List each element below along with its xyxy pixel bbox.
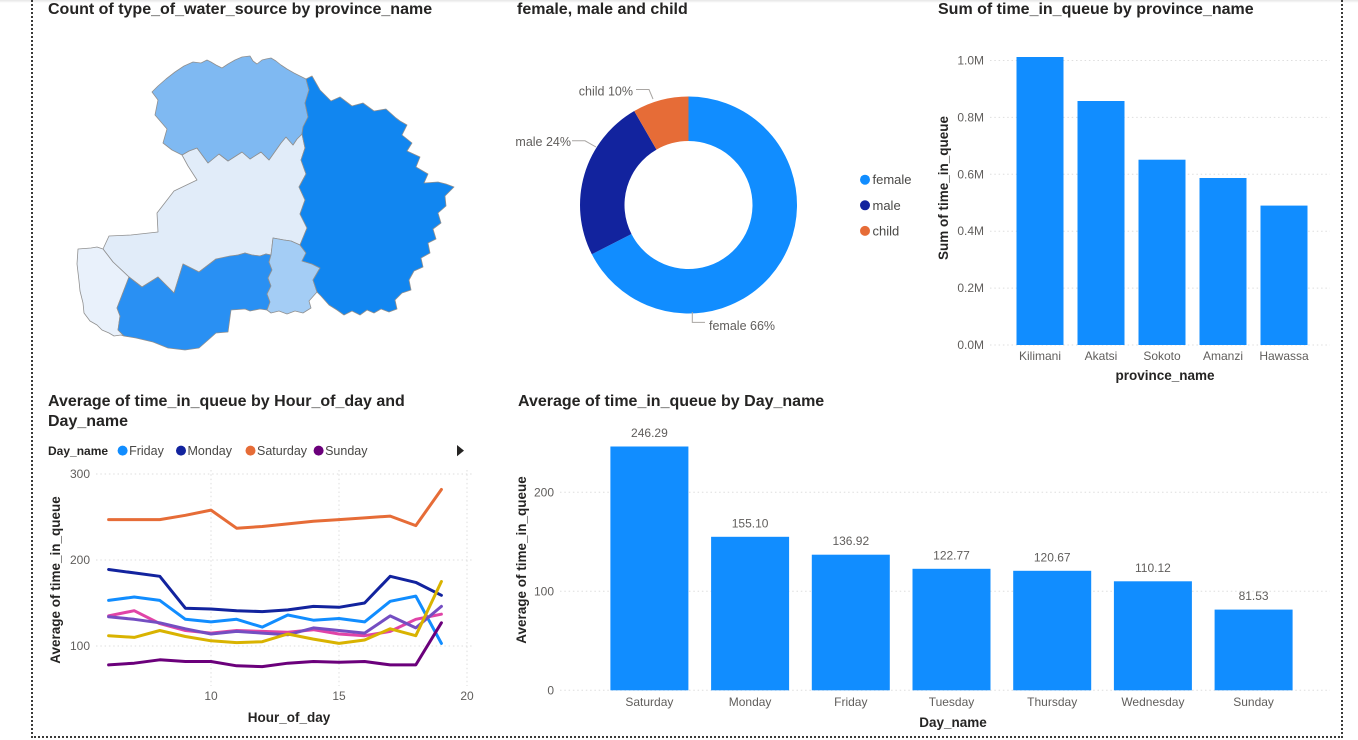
svg-text:Monday: Monday xyxy=(729,695,772,709)
svg-text:155.10: 155.10 xyxy=(732,516,769,530)
svg-text:Saturday: Saturday xyxy=(257,444,308,458)
svg-text:Friday: Friday xyxy=(129,444,164,458)
svg-text:Wednesday: Wednesday xyxy=(1121,695,1184,709)
svg-text:Hour_of_day: Hour_of_day xyxy=(248,710,331,725)
svg-text:Thursday: Thursday xyxy=(1027,695,1077,709)
svg-text:Hawassa: Hawassa xyxy=(1259,349,1309,363)
svg-text:female: female xyxy=(873,172,912,187)
svg-text:10: 10 xyxy=(204,689,218,703)
svg-text:136.92: 136.92 xyxy=(832,534,869,548)
svg-text:Saturday: Saturday xyxy=(625,695,673,709)
svg-text:Average of time_in_queue: Average of time_in_queue xyxy=(514,476,529,644)
svg-text:Day_name: Day_name xyxy=(919,715,987,730)
svg-text:110.12: 110.12 xyxy=(1135,561,1171,575)
svg-text:0.0M: 0.0M xyxy=(957,338,984,352)
svg-text:0.2M: 0.2M xyxy=(957,281,984,295)
svg-text:Sunday: Sunday xyxy=(325,444,368,458)
svg-text:male: male xyxy=(873,198,901,213)
svg-text:Kilimani: Kilimani xyxy=(1019,349,1061,363)
svg-text:120.67: 120.67 xyxy=(1034,550,1071,564)
svg-text:Sokoto: Sokoto xyxy=(1143,349,1181,363)
svg-text:0.4M: 0.4M xyxy=(957,224,984,238)
svg-text:Day_name: Day_name xyxy=(48,444,108,458)
svg-text:81.53: 81.53 xyxy=(1239,589,1269,603)
svg-text:Sunday: Sunday xyxy=(1233,695,1274,709)
svg-text:Sum of time_in_queue: Sum of time_in_queue xyxy=(936,115,951,260)
svg-text:Monday: Monday xyxy=(188,444,233,458)
svg-text:0.8M: 0.8M xyxy=(957,110,984,124)
svg-text:122.77: 122.77 xyxy=(933,548,970,562)
svg-text:0.6M: 0.6M xyxy=(957,167,984,181)
svg-text:child 10%: child 10% xyxy=(579,85,633,99)
svg-text:female 66%: female 66% xyxy=(709,319,775,333)
svg-text:200: 200 xyxy=(534,485,554,499)
svg-text:Tuesday: Tuesday xyxy=(929,695,975,709)
svg-text:male 24%: male 24% xyxy=(515,135,571,149)
svg-text:province_name: province_name xyxy=(1115,368,1215,383)
svg-text:Average of time_in_queue by Ho: Average of time_in_queue by Hour_of_day … xyxy=(48,393,405,410)
svg-text:15: 15 xyxy=(332,689,346,703)
svg-text:246.29: 246.29 xyxy=(631,426,668,440)
svg-text:1.0M: 1.0M xyxy=(957,54,984,68)
svg-text:20: 20 xyxy=(460,689,474,703)
svg-text:child: child xyxy=(873,223,900,238)
svg-text:Amanzi: Amanzi xyxy=(1203,349,1243,363)
svg-text:Akatsi: Akatsi xyxy=(1085,349,1118,363)
svg-text:100: 100 xyxy=(70,639,90,653)
svg-text:Average of time_in_queue by Da: Average of time_in_queue by Day_name xyxy=(518,393,824,410)
svg-text:Average of time_in_queue: Average of time_in_queue xyxy=(48,496,63,664)
svg-text:200: 200 xyxy=(70,553,90,567)
svg-text:300: 300 xyxy=(70,467,90,481)
svg-text:0: 0 xyxy=(547,683,554,697)
svg-text:Friday: Friday xyxy=(834,695,867,709)
svg-text:100: 100 xyxy=(534,584,554,598)
svg-text:Day_name: Day_name xyxy=(48,413,128,430)
